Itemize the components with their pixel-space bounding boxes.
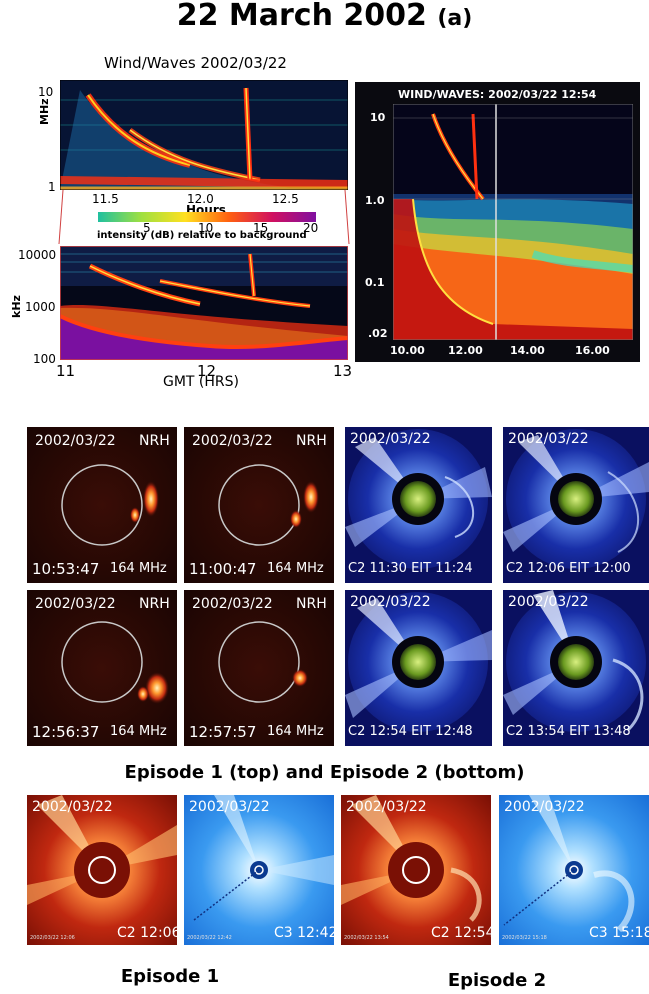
nrh-panel-1-date: 2002/03/22 (35, 433, 116, 449)
right-xtick-16: 16.00 (575, 344, 610, 357)
right-xtick-14: 14.00 (510, 344, 545, 357)
lasco-c2-eit-panel-1: 2002/03/22 C2 11:30 EIT 11:24 (345, 427, 492, 583)
lasco-c2-panel-1-date: 2002/03/22 (32, 799, 113, 815)
lasco-c2-panel-2: 2002/03/22 2002/03/22 13:54 C2 12:54 (341, 795, 491, 945)
nrh-panel-1: 2002/03/22 NRH 10:53:47 164 MHz (27, 427, 177, 583)
nrh-panel-1-time: 10:53:47 (32, 560, 100, 578)
left-bottom-ytick-1000: 1000 (25, 300, 56, 314)
lasco-c3-panel-2-date: 2002/03/22 (504, 799, 585, 815)
nrh-panel-2: 2002/03/22 NRH 11:00:47 164 MHz (184, 427, 334, 583)
nrh-panel-4-time: 12:57:57 (189, 723, 257, 741)
right-spectrum-title: WIND/WAVES: 2002/03/22 12:54 (398, 88, 597, 101)
lasco-c2-eit-panel-2: 2002/03/22 C2 12:06 EIT 12:00 (503, 427, 649, 583)
right-ytick-0.1: 0.1 (365, 276, 385, 289)
left-bottom-xtick-13: 13 (333, 362, 353, 380)
right-ytick-0.02: .02 (368, 327, 388, 340)
lasco-c2-panel-2-label: C2 12:54 (431, 925, 491, 941)
figure-title: 22 March 2002 (a) (0, 0, 649, 33)
left-top-xtick-1: 11.5 (92, 192, 119, 206)
left-top-spectrum-title: Wind/Waves 2002/03/22 (104, 54, 287, 72)
right-ytick-10: 10 (370, 111, 386, 124)
lasco-c2-eit-panel-1-date: 2002/03/22 (350, 431, 431, 447)
colorbar-tick-10: 10 (198, 221, 214, 235)
zoom-connector (58, 189, 350, 245)
lasco-c3-panel-2-label: C3 15:18 (589, 925, 649, 941)
right-spectrum (393, 104, 633, 340)
nrh-panel-3-freq: 164 MHz (110, 724, 167, 739)
left-top-xtick-2: 12.0 (187, 192, 214, 206)
left-bottom-ytick-10000: 10000 (18, 248, 57, 262)
lasco-c2-eit-panel-4-date: 2002/03/22 (508, 594, 589, 610)
left-top-yunit: MHz (38, 98, 51, 125)
lasco-c2-panel-1-label: C2 12:06 (117, 925, 177, 941)
footer-episode-2: Episode 2 (447, 970, 547, 991)
left-top-xtick-3: 12.5 (272, 192, 299, 206)
right-ytick-1: 1.0 (365, 194, 385, 207)
nrh-panel-2-date: 2002/03/22 (192, 433, 273, 449)
lasco-c2-eit-panel-1-label: C2 11:30 EIT 11:24 (348, 561, 473, 576)
nrh-panel-4-date: 2002/03/22 (192, 596, 273, 612)
right-xtick-10: 10.00 (390, 344, 425, 357)
left-bottom-yunit: kHz (10, 295, 23, 318)
lasco-c3-panel-2-stamp: 2002/03/22 15:18 (502, 935, 547, 941)
lasco-c2-eit-panel-3-date: 2002/03/22 (350, 594, 431, 610)
lasco-c2-eit-panel-4-label: C2 13:54 EIT 13:48 (506, 724, 631, 739)
episode-caption: Episode 1 (top) and Episode 2 (bottom) (124, 762, 525, 783)
colorbar-tick-20: 20 (303, 221, 319, 235)
lasco-c2-panel-2-stamp: 2002/03/22 13:54 (344, 935, 389, 941)
lasco-c2-panel-2-date: 2002/03/22 (346, 799, 427, 815)
left-bottom-xtick-12: 12 (197, 362, 217, 380)
colorbar-label: intensity (dB) relative to background (97, 230, 307, 241)
left-top-spectrum (60, 80, 348, 190)
nrh-panel-1-tag: NRH (139, 433, 170, 449)
lasco-c3-panel-2: 2002/03/22 2002/03/22 15:18 C3 15:18 (499, 795, 649, 945)
lasco-c2-panel-1-stamp: 2002/03/22 12:06 (30, 935, 75, 941)
nrh-panel-2-time: 11:00:47 (189, 560, 257, 578)
title-main: 22 March 2002 (176, 0, 427, 33)
colorbar-tick-5: 5 (143, 221, 151, 235)
lasco-c3-panel-1-label: C3 12:42 (274, 925, 334, 941)
nrh-panel-4-tag: NRH (296, 596, 327, 612)
lasco-c3-panel-1-stamp: 2002/03/22 12:42 (187, 935, 232, 941)
left-top-ytick-10: 10 (38, 85, 54, 99)
left-bottom-xtick-11: 11 (56, 362, 76, 380)
nrh-panel-3-time: 12:56:37 (32, 723, 100, 741)
nrh-panel-2-freq: 164 MHz (267, 561, 324, 576)
left-top-ytick-1: 1 (48, 180, 56, 194)
footer-episode-1: Episode 1 (120, 966, 220, 987)
left-bottom-ytick-100: 100 (33, 352, 56, 366)
nrh-panel-4-freq: 164 MHz (267, 724, 324, 739)
right-xtick-12: 12.00 (448, 344, 483, 357)
lasco-c2-eit-panel-2-date: 2002/03/22 (508, 431, 589, 447)
colorbar-tick-15: 15 (253, 221, 269, 235)
lasco-c3-panel-1: 2002/03/22 2002/03/22 12:42 C3 12:42 (184, 795, 334, 945)
lasco-c2-eit-panel-3-label: C2 12:54 EIT 12:48 (348, 724, 473, 739)
lasco-c2-eit-panel-3: 2002/03/22 C2 12:54 EIT 12:48 (345, 590, 492, 746)
lasco-c2-panel-1: 2002/03/22 2002/03/22 12:06 C2 12:06 (27, 795, 177, 945)
title-sub: (a) (437, 6, 473, 31)
nrh-panel-1-freq: 164 MHz (110, 561, 167, 576)
lasco-c3-panel-1-date: 2002/03/22 (189, 799, 270, 815)
colorbar (98, 212, 316, 222)
left-bottom-xlabel: GMT (HRS) (163, 374, 239, 390)
nrh-panel-3-tag: NRH (139, 596, 170, 612)
lasco-c2-eit-panel-2-label: C2 12:06 EIT 12:00 (506, 561, 631, 576)
nrh-panel-3: 2002/03/22 NRH 12:56:37 164 MHz (27, 590, 177, 746)
lasco-c2-eit-panel-4: 2002/03/22 C2 13:54 EIT 13:48 (503, 590, 649, 746)
nrh-panel-2-tag: NRH (296, 433, 327, 449)
left-bottom-spectrum (60, 246, 348, 360)
nrh-panel-4: 2002/03/22 NRH 12:57:57 164 MHz (184, 590, 334, 746)
nrh-panel-3-date: 2002/03/22 (35, 596, 116, 612)
